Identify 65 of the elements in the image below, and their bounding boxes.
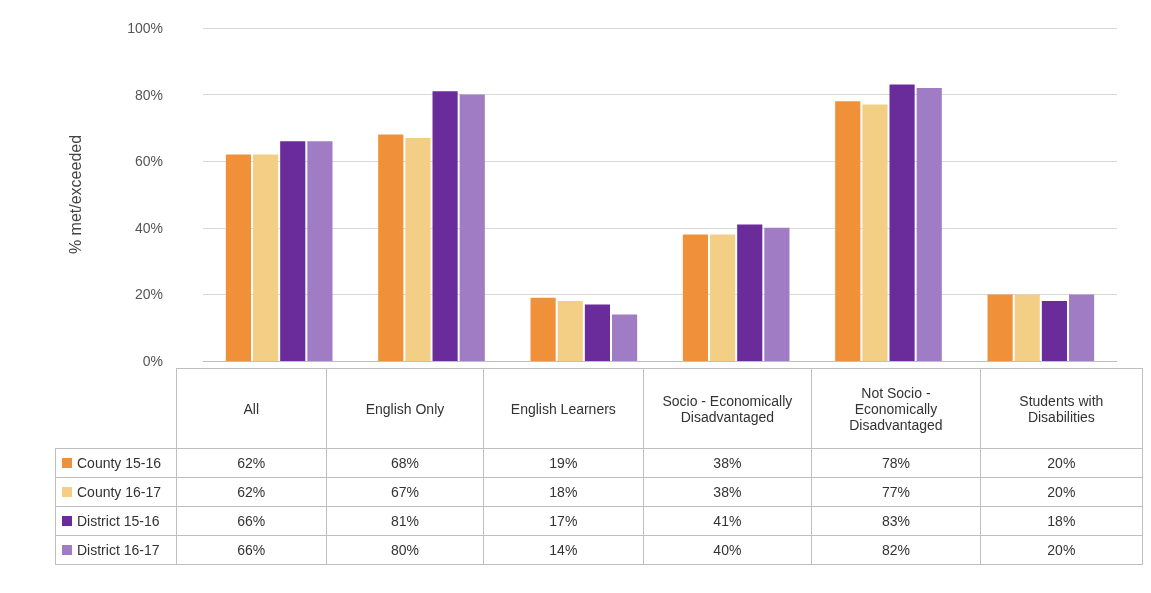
data-label: 83%: [811, 506, 981, 536]
bar: [710, 234, 736, 361]
x-tick-label: English Learners: [483, 368, 644, 449]
bar: [916, 87, 942, 361]
x-tick-label: English Only: [326, 368, 484, 449]
y-tick-label: 100%: [127, 20, 163, 36]
data-label: 18%: [980, 506, 1143, 536]
data-label: 17%: [483, 506, 644, 536]
legend-label: District 15-16: [55, 506, 177, 536]
bar: [378, 134, 404, 361]
data-label: 67%: [326, 477, 484, 507]
bar: [737, 224, 763, 361]
legend-label: County 15-16: [55, 448, 177, 478]
data-label: 81%: [326, 506, 484, 536]
bar: [835, 101, 861, 361]
data-label: 14%: [483, 535, 644, 565]
x-tick-label: All: [176, 368, 327, 449]
bar: [682, 234, 708, 361]
data-label: 38%: [643, 477, 812, 507]
data-label: 78%: [811, 448, 981, 478]
bar: [405, 137, 431, 361]
bar: [889, 84, 915, 361]
bar: [1069, 294, 1095, 361]
bar: [764, 227, 790, 361]
bar: [612, 314, 638, 361]
data-label: 18%: [483, 477, 644, 507]
data-label: 20%: [980, 448, 1143, 478]
bar: [1041, 301, 1067, 361]
x-tick-label: Not Socio - Economically Disadvantaged: [811, 368, 981, 449]
legend-label: County 16-17: [55, 477, 177, 507]
bar: [584, 304, 610, 361]
bar: [862, 104, 888, 361]
y-tick-label: 0%: [142, 353, 163, 369]
data-label: 20%: [980, 535, 1143, 565]
legend-label: District 16-17: [55, 535, 177, 565]
x-tick-label: Students with Disabilities: [980, 368, 1143, 449]
data-label: 62%: [176, 477, 327, 507]
bar: [225, 154, 251, 361]
data-label: 82%: [811, 535, 981, 565]
x-tick-label: Socio - Economically Disadvantaged: [643, 368, 812, 449]
y-axis-title: % met/exceeded: [66, 134, 84, 255]
y-tick-label: 80%: [134, 86, 163, 103]
bar: [432, 91, 458, 361]
y-tick-label: 20%: [134, 286, 163, 303]
data-label: 62%: [176, 448, 327, 478]
data-label: 19%: [483, 448, 644, 478]
data-label: 80%: [326, 535, 484, 565]
data-label: 40%: [643, 535, 812, 565]
data-label: 77%: [811, 477, 981, 507]
bar: [307, 141, 333, 361]
data-label: 20%: [980, 477, 1143, 507]
data-label: 38%: [643, 448, 812, 478]
bar: [459, 94, 485, 361]
bar: [280, 141, 306, 361]
data-label: 66%: [176, 506, 327, 536]
bar: [1014, 294, 1040, 361]
bar: [987, 294, 1013, 361]
bar: [557, 301, 583, 361]
y-tick-label: 40%: [134, 219, 163, 236]
data-label: 66%: [176, 535, 327, 565]
data-label: 41%: [643, 506, 812, 536]
bar: [530, 297, 556, 361]
bar: [253, 154, 279, 361]
data-label: 68%: [326, 448, 484, 478]
y-tick-label: 60%: [134, 153, 163, 170]
